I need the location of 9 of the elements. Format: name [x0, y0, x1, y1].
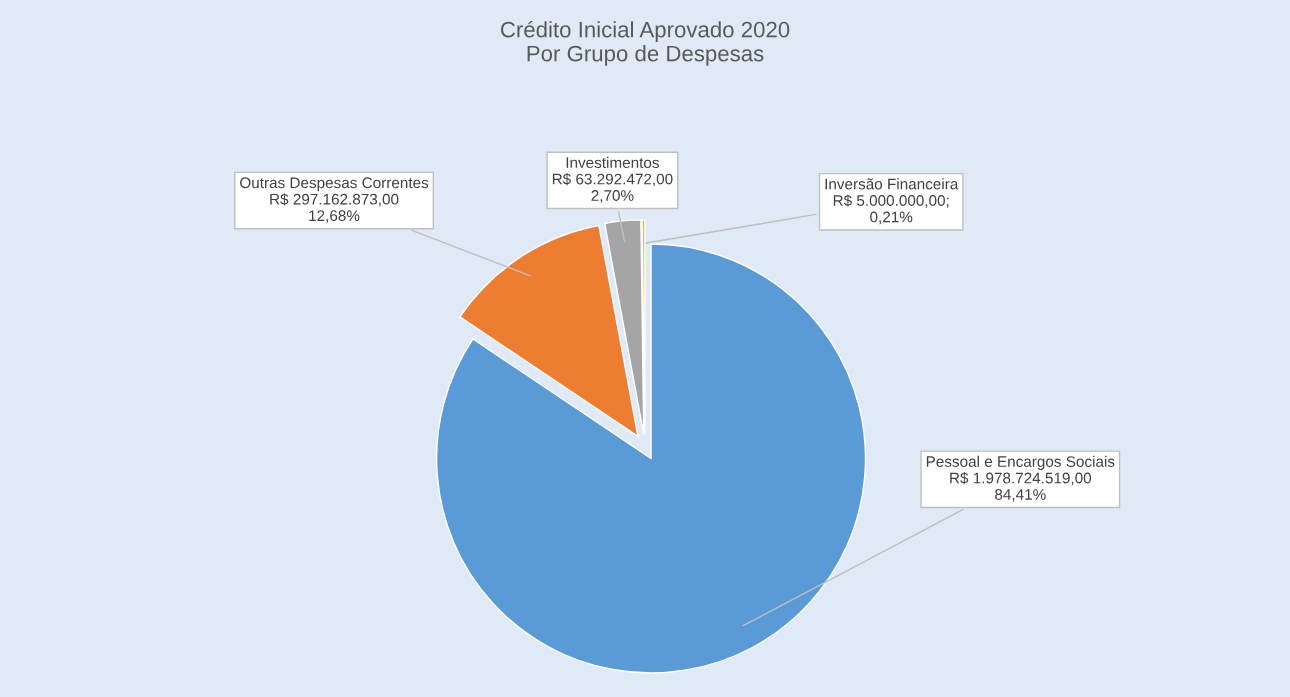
slice-label: Investimentos — [566, 156, 659, 169]
data-label: R$ 5.000.000,00; 0,21% — [833, 194, 949, 225]
slice-label: Inversão Financeira — [825, 178, 959, 190]
data-label: R$ 1.978.724.519,00 84,41% — [950, 471, 1092, 502]
slice-label: Outras Despesas Correntes — [240, 177, 429, 192]
data-label: R$ 297.162.873,00 12,68% — [270, 193, 399, 223]
chart-title: Crédito Inicial Aprovado 2020 Por Grupo de Despesas — [500, 20, 790, 66]
slice-label: Pessoal e Encargos Sociais — [926, 455, 1115, 470]
data-label: R$ 63.292.472,00 2,70% — [552, 173, 673, 203]
